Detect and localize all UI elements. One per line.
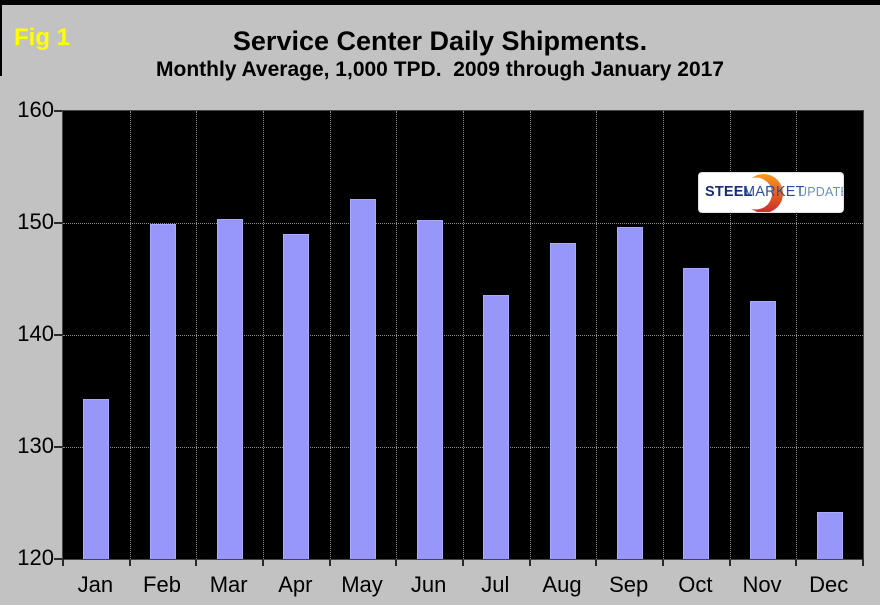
bar-may: [350, 199, 376, 559]
x-tick-label-jul: Jul: [481, 572, 510, 597]
y-tick-label-150: 150: [17, 209, 54, 234]
x-tick-label-nov: Nov: [742, 572, 782, 597]
v-gridline-10: [729, 111, 731, 559]
x-tick-label-may: May: [341, 572, 383, 597]
y-tick-label-120: 120: [17, 545, 54, 570]
bar-jun: [416, 219, 443, 559]
y-tick-mark-120: [54, 558, 62, 560]
figure-label: Fig 1: [14, 24, 71, 51]
y-tick-mark-160: [54, 110, 62, 112]
bar-mar: [216, 218, 243, 559]
x-tick-label-mar: Mar: [209, 572, 248, 597]
bar-feb: [150, 224, 176, 559]
steel-market-update-logo: STEEL MARKET UPDATE: [698, 172, 844, 213]
chart-subtitle: Monthly Average, 1,000 TPD. 2009 through…: [156, 58, 724, 81]
bar-jan: [83, 398, 110, 559]
logo-text-update: UPDATE: [798, 185, 844, 199]
v-gridline-9: [663, 111, 664, 559]
logo-text-market: MARKET: [743, 184, 805, 200]
x-tick-mark-10: [728, 559, 731, 566]
bar-apr: [283, 234, 310, 559]
bar-dec: [816, 511, 843, 559]
y-tick-label-160: 160: [17, 97, 54, 122]
y-tick-mark-130: [54, 446, 62, 448]
bar-sep: [616, 227, 643, 559]
x-tick-mark-0: [62, 559, 64, 566]
chart-title: Service Center Daily Shipments.: [232, 26, 648, 56]
x-tick-label-apr: Apr: [278, 572, 313, 597]
y-tick-label-140: 140: [17, 321, 54, 346]
logo-crescent-icon: [744, 174, 783, 212]
x-tick-mark-6: [462, 559, 464, 566]
v-gridline-3: [263, 111, 264, 559]
top-border-strip: [0, 0, 880, 5]
x-tick-mark-2: [195, 559, 198, 566]
v-gridline-11: [796, 111, 798, 559]
x-tick-mark-11: [795, 559, 798, 566]
v-gridline-1: [129, 111, 131, 559]
x-tick-label-jun: Jun: [410, 572, 447, 597]
x-tick-mark-12: [862, 559, 864, 566]
x-tick-mark-4: [328, 559, 331, 566]
v-gridline-8: [596, 111, 598, 559]
x-tick-label-feb: Feb: [143, 572, 181, 597]
y-tick-mark-150: [54, 222, 62, 224]
x-tick-mark-5: [395, 559, 398, 566]
bar-oct: [683, 267, 710, 559]
bar-jul: [483, 294, 510, 559]
v-gridline-5: [396, 111, 398, 559]
v-gridline-7: [529, 111, 531, 559]
x-tick-label-oct: Oct: [678, 572, 713, 597]
x-tick-label-dec: Dec: [809, 572, 849, 597]
x-tick-mark-3: [262, 559, 264, 566]
x-tick-mark-7: [528, 559, 531, 566]
x-tick-mark-8: [595, 559, 598, 566]
left-border-strip: [0, 0, 2, 76]
x-tick-label-sep: Sep: [609, 572, 649, 597]
v-gridline-6: [463, 111, 464, 559]
v-gridline-4: [329, 111, 331, 559]
v-gridline-2: [196, 111, 198, 559]
logo-text-steel: STEEL: [705, 184, 753, 200]
x-tick-label-aug: Aug: [542, 572, 582, 597]
bar-aug: [550, 243, 576, 559]
y-tick-mark-140: [54, 334, 62, 336]
x-tick-mark-1: [128, 559, 131, 566]
x-tick-label-jan: Jan: [77, 572, 114, 597]
bar-nov: [750, 301, 776, 559]
y-tick-label-130: 130: [17, 433, 54, 458]
x-tick-mark-9: [662, 559, 664, 566]
plot-area: STEEL MARKET UPDATE: [62, 110, 864, 560]
